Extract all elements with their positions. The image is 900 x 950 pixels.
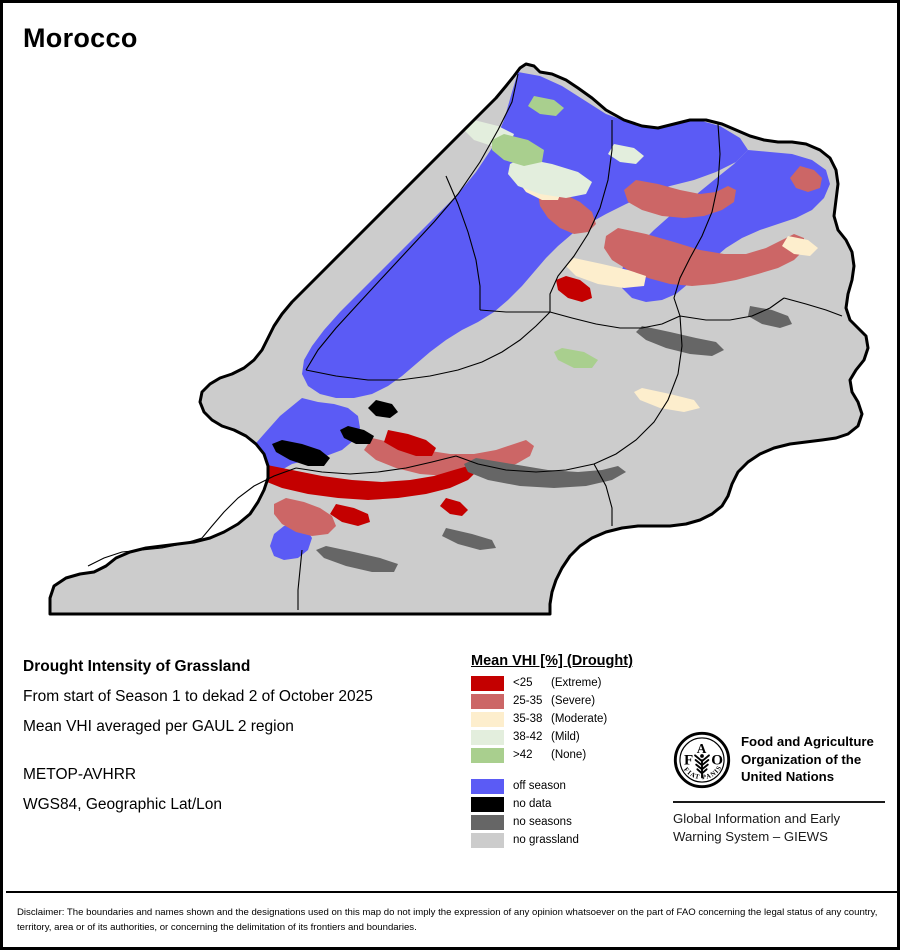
legend-value-mild: 38-42: [513, 731, 543, 743]
info-spacer: [23, 748, 453, 766]
legend-label-no-seasons: no seasons: [513, 816, 572, 828]
legend-item-no-grassland: no grassland: [471, 831, 671, 849]
fao-branding-block: F A O FIAT PANIS Food and: [673, 731, 885, 846]
legend-swatch-none: [471, 747, 504, 763]
map-info-block: Drought Intensity of Grassland From star…: [23, 658, 453, 826]
legend-value-extreme: <25: [513, 677, 533, 689]
map-canvas: [6, 58, 897, 633]
legend-swatch-off-season: [471, 778, 504, 794]
legend-swatch-extreme: [471, 675, 504, 691]
legend-label-none: (None): [551, 749, 587, 761]
legend-item-none: >42 (None): [471, 746, 671, 764]
info-projection: WGS84, Geographic Lat/Lon: [23, 796, 223, 813]
legend-label-severe: (Severe): [551, 695, 596, 707]
legend-label-extreme: (Extreme): [551, 677, 602, 689]
info-period: From start of Season 1 to dekad 2 of Oct…: [23, 688, 373, 705]
svg-text:F: F: [684, 753, 693, 769]
legend-title: Mean VHI [%] (Drought): [471, 653, 633, 669]
legend-swatch-no-grassland: [471, 832, 504, 848]
morocco-choropleth-map: [48, 62, 870, 616]
map-legend: Mean VHI [%] (Drought) <25 (Extreme) 25-…: [471, 653, 671, 849]
legend-swatch-mild: [471, 729, 504, 745]
fao-organization-name: Food and Agriculture Organization of the…: [741, 731, 874, 786]
fao-logo-icon: F A O FIAT PANIS: [673, 731, 731, 789]
legend-label-no-data: no data: [513, 798, 552, 810]
legend-value-severe: 25-35: [513, 695, 543, 707]
legend-value-moderate: 35-38: [513, 713, 543, 725]
legend-swatch-no-data: [471, 796, 504, 812]
legend-item-mild: 38-42 (Mild): [471, 728, 671, 746]
legend-item-moderate: 35-38 (Moderate): [471, 710, 671, 728]
fao-org-line-1: Food and Agriculture: [741, 734, 874, 749]
legend-label-no-grassland: no grassland: [513, 834, 579, 846]
info-aggregation: Mean VHI averaged per GAUL 2 region: [23, 718, 294, 735]
legend-value-none: >42: [513, 749, 533, 761]
fao-divider: [673, 801, 885, 803]
legend-label-mild: (Mild): [551, 731, 580, 743]
fao-system-line-1: Global Information and Early: [673, 811, 841, 826]
map-layer-no-seasons: [316, 306, 792, 572]
legend-group-spacer: [471, 764, 671, 777]
map-layer-extreme: [168, 276, 592, 526]
page-title: Morocco: [23, 23, 138, 53]
legend-swatch-severe: [471, 693, 504, 709]
fao-logo-and-name: F A O FIAT PANIS Food and: [673, 731, 885, 789]
legend-swatch-moderate: [471, 711, 504, 727]
svg-text:A: A: [697, 741, 707, 756]
disclaimer-text: Disclaimer: The boundaries and names sho…: [17, 907, 878, 933]
fao-system-line-2: Warning System – GIEWS: [673, 828, 828, 844]
legend-label-moderate: (Moderate): [551, 713, 608, 725]
map-admin-boundaries: [87, 73, 843, 610]
info-sensor: METOP-AVHRR: [23, 766, 137, 783]
legend-item-no-seasons: no seasons: [471, 813, 671, 831]
map-national-border: [48, 62, 870, 616]
legend-item-off-season: off season: [471, 777, 671, 795]
legend-item-no-data: no data: [471, 795, 671, 813]
fao-org-line-2: Organization of the: [741, 751, 862, 767]
disclaimer-divider: [6, 891, 897, 893]
map-layer-no-data: [272, 400, 398, 466]
legend-item-severe: 25-35 (Severe): [471, 692, 671, 710]
map-layer-none: [492, 96, 672, 546]
fao-org-line-3: United Nations: [741, 769, 835, 785]
legend-label-off-season: off season: [513, 780, 566, 792]
legend-swatch-no-seasons: [471, 814, 504, 830]
info-title: Drought Intensity of Grassland: [23, 658, 251, 675]
svg-text:O: O: [711, 753, 723, 769]
fao-system-name: Global Information and Early Warning Sys…: [673, 810, 885, 846]
legend-item-extreme: <25 (Extreme): [471, 674, 671, 692]
